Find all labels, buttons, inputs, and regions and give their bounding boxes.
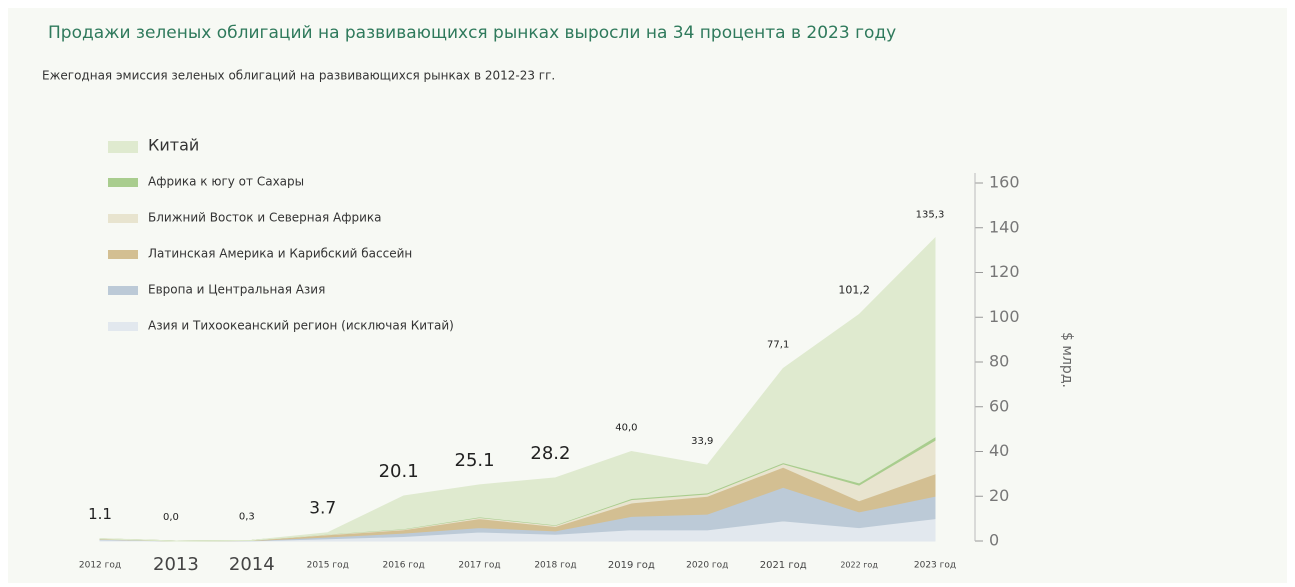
x-tick-label: 2012 год — [79, 561, 121, 571]
y-tick-label: 40 — [989, 441, 1009, 460]
chart-subtitle: Ежегодная эмиссия зеленых облигаций на р… — [42, 69, 555, 83]
value-label: 20.1 — [379, 461, 419, 482]
x-tick-label: 2019 год — [608, 560, 655, 571]
chart-title: Продажи зеленых облигаций на развивающих… — [48, 23, 896, 43]
x-tick-label: 2018 год — [534, 561, 576, 571]
value-label: 33,9 — [691, 436, 713, 447]
y-tick-label: 20 — [989, 486, 1009, 505]
area — [99, 237, 936, 542]
value-label: 28.2 — [530, 443, 570, 464]
y-tick-label: 0 — [989, 531, 999, 550]
y-tick-label: 80 — [989, 352, 1009, 371]
value-label: 40,0 — [615, 423, 637, 434]
legend-swatch — [108, 178, 138, 187]
y-tick-label: 100 — [989, 307, 1020, 326]
y-axis-label: $ млрд. — [1059, 332, 1075, 388]
value-label: 101,2 — [838, 284, 870, 297]
value-label: 0,0 — [163, 512, 179, 523]
legend-label: Ближний Восток и Северная Африка — [148, 211, 382, 225]
x-tick-label: 2020 год — [686, 561, 728, 571]
y-tick-label: 120 — [989, 262, 1020, 281]
value-label: 0,3 — [239, 511, 255, 522]
legend-label: Китай — [148, 136, 199, 155]
value-label: 25.1 — [455, 450, 495, 471]
legend-swatch — [108, 250, 138, 259]
x-tick-label: 2021 год — [760, 560, 807, 571]
value-label: 3.7 — [309, 499, 336, 519]
legend-swatch — [108, 322, 138, 331]
legend-label: Европа и Центральная Азия — [148, 283, 325, 297]
legend-label: Латинская Америка и Карибский бассейн — [148, 247, 412, 261]
legend-label: Азия и Тихоокеанский регион (исключая Ки… — [148, 319, 454, 333]
x-tick-label: 2017 год — [458, 561, 500, 571]
value-label: 77,1 — [767, 339, 789, 350]
x-tick-label: 2016 год — [383, 561, 425, 571]
x-tick-label: 2015 год — [307, 561, 349, 571]
x-tick-label: 2022 год — [840, 561, 878, 570]
value-label: 135,3 — [916, 209, 945, 220]
legend-label: Африка к югу от Сахары — [148, 175, 304, 189]
y-tick-label: 140 — [989, 217, 1020, 236]
y-tick-label: 60 — [989, 396, 1009, 415]
value-label: 1.1 — [88, 505, 112, 523]
y-tick-label: 160 — [989, 173, 1020, 192]
legend-swatch — [108, 286, 138, 295]
legend-swatch — [108, 214, 138, 223]
x-tick-label: 2013 — [153, 554, 199, 575]
legend-swatch — [108, 141, 138, 153]
x-tick-label: 2023 год — [914, 561, 956, 571]
x-tick-label: 2014 — [229, 554, 275, 575]
